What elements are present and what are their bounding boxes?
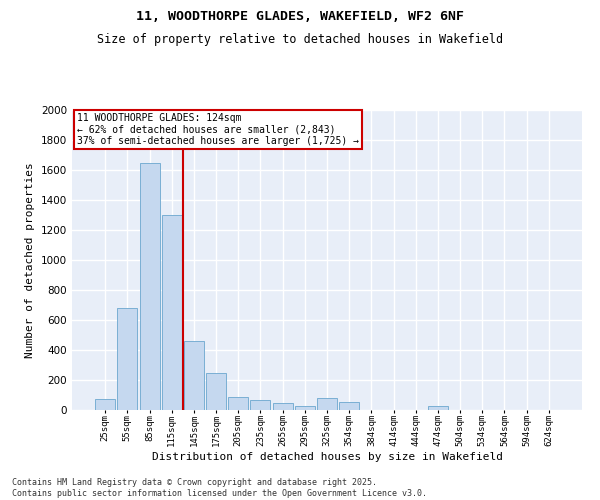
Text: Contains HM Land Registry data © Crown copyright and database right 2025.
Contai: Contains HM Land Registry data © Crown c…: [12, 478, 427, 498]
Bar: [228, 396, 248, 410]
Bar: [206, 372, 226, 410]
Bar: [250, 400, 271, 410]
Bar: [118, 308, 137, 410]
Bar: [339, 402, 359, 410]
Bar: [317, 398, 337, 410]
Y-axis label: Number of detached properties: Number of detached properties: [25, 162, 35, 358]
Text: 11, WOODTHORPE GLADES, WAKEFIELD, WF2 6NF: 11, WOODTHORPE GLADES, WAKEFIELD, WF2 6N…: [136, 10, 464, 23]
Bar: [295, 406, 315, 410]
Bar: [428, 406, 448, 410]
Bar: [162, 215, 182, 410]
Text: Size of property relative to detached houses in Wakefield: Size of property relative to detached ho…: [97, 32, 503, 46]
Bar: [95, 399, 115, 410]
X-axis label: Distribution of detached houses by size in Wakefield: Distribution of detached houses by size …: [151, 452, 503, 462]
Bar: [272, 403, 293, 410]
Text: 11 WOODTHORPE GLADES: 124sqm
← 62% of detached houses are smaller (2,843)
37% of: 11 WOODTHORPE GLADES: 124sqm ← 62% of de…: [77, 113, 359, 146]
Bar: [184, 341, 204, 410]
Bar: [140, 162, 160, 410]
